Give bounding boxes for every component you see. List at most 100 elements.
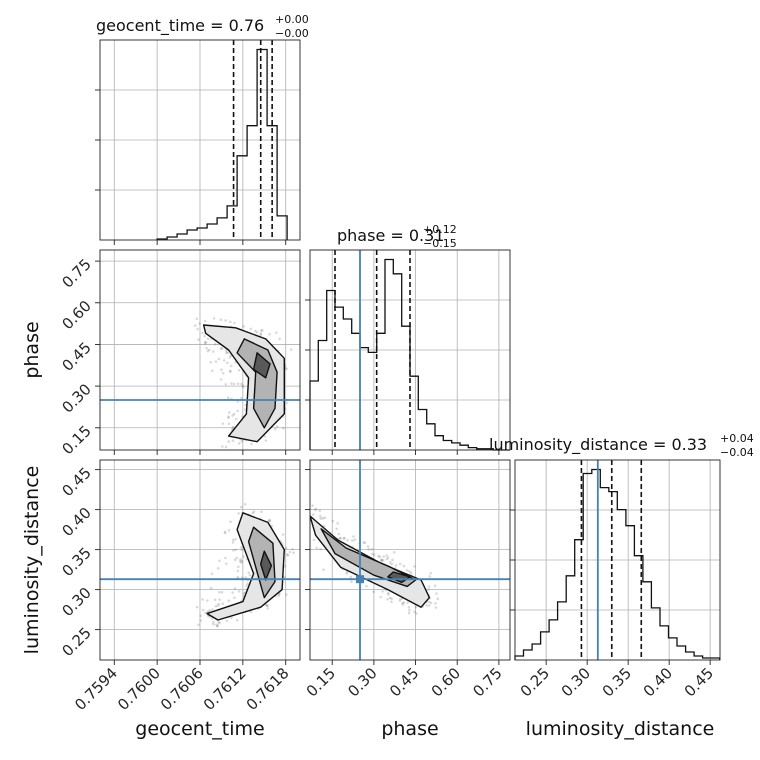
sample-point xyxy=(224,319,227,322)
sample-point xyxy=(206,349,210,353)
sample-point xyxy=(392,551,396,554)
sample-point xyxy=(312,538,316,542)
sample-point xyxy=(199,614,202,617)
ytick-label-luminosity-distance: 0.40 xyxy=(58,504,94,540)
sample-point xyxy=(229,369,232,373)
sample-point xyxy=(220,347,223,350)
sample-point xyxy=(245,584,248,588)
sample-point xyxy=(260,510,263,513)
sample-point xyxy=(216,604,220,607)
sample-point xyxy=(233,558,237,561)
sample-point xyxy=(350,580,353,583)
sample-point xyxy=(429,601,433,605)
sample-point xyxy=(284,546,288,550)
sample-point xyxy=(213,598,217,602)
panel-2d-luminosity-distance-vs-geocent-time xyxy=(99,459,301,661)
sample-point xyxy=(231,425,235,429)
sample-point xyxy=(214,604,218,608)
sample-point xyxy=(259,333,263,337)
sample-point xyxy=(275,425,279,428)
sample-point xyxy=(385,554,388,557)
sample-point xyxy=(221,422,225,425)
panel-2d-content xyxy=(100,503,300,628)
sample-point xyxy=(408,570,411,573)
sample-point xyxy=(251,511,255,515)
sample-point xyxy=(241,576,244,579)
sample-point xyxy=(291,548,294,551)
sample-point xyxy=(216,624,220,628)
sample-point xyxy=(197,338,200,341)
sample-point xyxy=(274,427,277,431)
sample-point xyxy=(236,569,240,573)
sample-point xyxy=(311,504,314,507)
ytick-label-phase: 0.60 xyxy=(58,297,94,333)
sample-point xyxy=(343,536,346,540)
sample-point xyxy=(249,327,252,331)
ytick-label-luminosity-distance: 0.30 xyxy=(58,584,94,620)
sample-point xyxy=(249,610,253,614)
sample-point xyxy=(428,575,432,578)
sample-point xyxy=(282,426,285,430)
sample-point xyxy=(267,519,271,523)
sample-point xyxy=(226,361,229,365)
sample-point xyxy=(391,558,394,562)
sample-point xyxy=(435,592,438,595)
sample-point xyxy=(315,546,319,550)
sample-point xyxy=(379,595,383,599)
title-phase: phase = 0.31 +0.12 −0.15 xyxy=(337,223,457,250)
sample-point xyxy=(242,592,246,595)
xtick-label-luminosity-distance: 0.35 xyxy=(599,664,635,700)
xtick-label-phase: 0.30 xyxy=(344,664,380,700)
sample-point xyxy=(265,604,268,607)
title-geocent-time-minus: −0.00 xyxy=(275,27,309,40)
sample-point xyxy=(281,533,285,536)
sample-point xyxy=(234,548,238,552)
truth-marker xyxy=(356,575,364,584)
sample-point xyxy=(217,357,221,361)
sample-point xyxy=(233,587,237,590)
sample-point xyxy=(230,382,233,385)
xtick-label-luminosity-distance: 0.40 xyxy=(640,664,676,700)
ytick-label-luminosity-distance: 0.25 xyxy=(58,624,94,660)
sample-point xyxy=(381,558,385,562)
title-geocent-time-plus: +0.00 xyxy=(275,13,309,26)
sample-point xyxy=(398,562,402,566)
sample-point xyxy=(240,440,244,443)
panel-2d-luminosity-distance-vs-phase xyxy=(306,459,511,661)
sample-point xyxy=(227,599,231,602)
sample-point xyxy=(254,329,257,333)
hist-panel-phase xyxy=(305,249,511,451)
sample-point xyxy=(247,571,250,575)
sample-point xyxy=(362,541,366,544)
sample-point xyxy=(288,550,292,554)
title-luminosity-distance-minus: −0.04 xyxy=(720,446,754,459)
sample-point xyxy=(337,532,341,536)
sample-point xyxy=(264,439,268,442)
sample-point xyxy=(268,332,271,336)
sample-point xyxy=(342,537,346,540)
sample-point xyxy=(408,608,411,612)
ytick-label-phase: 0.75 xyxy=(58,255,94,291)
sample-point xyxy=(306,525,309,528)
sample-point xyxy=(240,382,243,386)
title-luminosity-distance: luminosity_distance = 0.33 +0.04 −0.04 xyxy=(489,432,754,459)
sample-point xyxy=(212,622,215,626)
sample-point xyxy=(221,371,225,375)
sample-point xyxy=(241,384,245,387)
sample-point xyxy=(292,551,295,555)
sample-point xyxy=(241,385,245,389)
sample-point xyxy=(212,317,216,320)
sample-point xyxy=(223,531,227,535)
sample-point xyxy=(234,417,238,421)
xlabel-geocent-time: geocent_time xyxy=(135,718,264,740)
sample-point xyxy=(314,507,318,511)
sample-point xyxy=(285,593,288,596)
sample-point xyxy=(372,590,376,593)
sample-point xyxy=(216,567,220,570)
sample-point xyxy=(225,351,228,354)
sample-point xyxy=(227,529,231,532)
sample-point xyxy=(242,555,245,558)
sample-point xyxy=(386,598,389,601)
sample-point xyxy=(380,559,384,562)
